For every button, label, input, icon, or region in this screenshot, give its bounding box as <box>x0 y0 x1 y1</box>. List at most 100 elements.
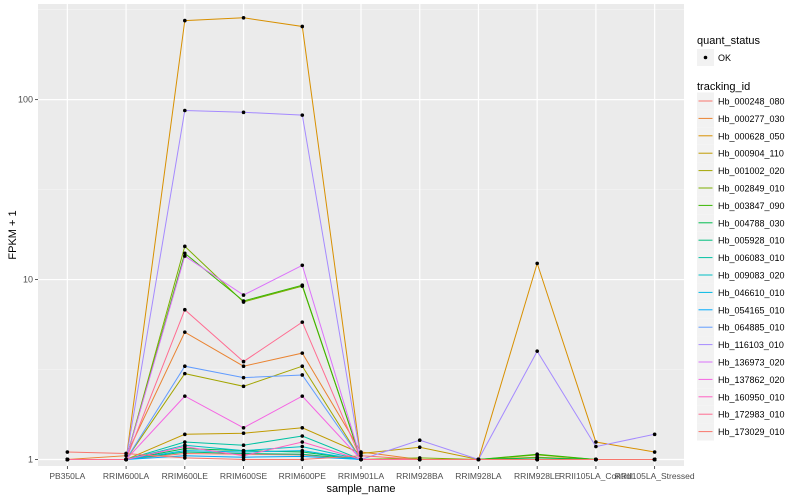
x-axis: PB350LA RRIM600LA RRIM600LE RRIM600SE RRIM60… <box>49 466 695 481</box>
data-point-Hb_064885_010 <box>300 373 305 377</box>
data-point-Hb_160950_010 <box>300 440 305 444</box>
y-tick-label: 1 <box>28 454 33 464</box>
legend-series-label: Hb_009083_020 <box>718 271 785 281</box>
major-gridlines <box>38 4 684 466</box>
y-axis-title: FPKM + 1 <box>7 210 19 259</box>
legend-series-label: Hb_000248_080 <box>718 97 785 107</box>
legend-tracking-entries: Hb_000248_080 Hb_000277_030 Hb_000628_050 H… <box>697 92 785 441</box>
data-point-Hb_173029_010 <box>124 451 128 456</box>
data-point-Hb_116103_010 <box>183 108 187 113</box>
legend-series-label: Hb_002849_010 <box>718 184 785 194</box>
x-tick-label: RRIM600SE <box>220 471 268 481</box>
data-point-Hb_000904_110 <box>241 431 246 435</box>
data-point-Hb_003847_090 <box>300 283 305 288</box>
data-point-Hb_137862_020 <box>241 426 246 430</box>
legend-series-label: Hb_173029_010 <box>718 427 785 437</box>
y-tick-label: 10 <box>23 275 33 285</box>
data-point-Hb_173029_010 <box>652 457 657 462</box>
data-point-Hb_006083_010 <box>300 434 305 438</box>
data-point-Hb_173029_010 <box>241 457 246 462</box>
y-tick-label: 100 <box>18 95 33 105</box>
x-tick-label: PB350LA <box>49 471 85 481</box>
x-tick-label: RRIM600LE <box>162 471 209 481</box>
legend-quant-status-title: quant_status <box>697 35 760 47</box>
data-point-Hb_160950_010 <box>241 453 246 458</box>
data-point-Hb_001002_020 <box>300 364 305 368</box>
legend-series-label: Hb_000628_050 <box>718 131 785 141</box>
data-point-Hb_173029_010 <box>535 457 539 462</box>
data-point-Hb_173029_010 <box>183 456 187 460</box>
x-tick-label: RRIM928LA <box>455 471 502 481</box>
data-point-Hb_001002_020 <box>241 384 246 389</box>
data-point-Hb_046610_010 <box>241 450 246 454</box>
x-tick-label: RRIM600LA <box>103 471 150 481</box>
data-point-Hb_064885_010 <box>183 364 187 368</box>
data-point-Hb_172983_010 <box>65 457 70 462</box>
data-point-Hb_137862_020 <box>183 394 187 398</box>
data-point-Hb_000628_050 <box>183 18 187 23</box>
data-point-Hb_000628_050 <box>652 450 657 454</box>
series-points <box>65 15 657 462</box>
data-point-Hb_116103_010 <box>594 444 598 449</box>
legend-series-label: Hb_001002_020 <box>718 166 785 176</box>
data-point-Hb_116103_010 <box>652 432 657 437</box>
data-point-Hb_136973_020 <box>300 263 305 268</box>
data-point-Hb_160950_010 <box>183 444 187 449</box>
data-point-Hb_173029_010 <box>359 453 363 458</box>
data-point-Hb_003847_090 <box>241 299 246 303</box>
data-point-Hb_003847_090 <box>535 452 539 456</box>
data-point-Hb_000277_030 <box>241 364 246 368</box>
x-tick-label: RRIM928LE <box>514 471 561 481</box>
data-point-Hb_054165_010 <box>300 454 305 459</box>
data-point-Hb_172983_010 <box>359 457 363 462</box>
legend-series-label: Hb_005928_010 <box>718 236 785 246</box>
data-point-Hb_046610_010 <box>300 448 305 453</box>
data-point-Hb_173029_010 <box>65 450 70 454</box>
data-point-Hb_046610_010 <box>183 448 187 453</box>
data-point-Hb_064885_010 <box>241 375 246 380</box>
data-point-Hb_137862_020 <box>300 394 305 398</box>
data-point-Hb_172983_010 <box>241 359 246 364</box>
data-point-Hb_000904_110 <box>417 445 422 450</box>
legend-tracking-title: tracking_id <box>697 81 750 93</box>
y-axis: 1 10 100 <box>18 95 38 464</box>
legend-series-label: Hb_116103_010 <box>718 340 784 350</box>
data-point-Hb_001002_020 <box>183 371 187 376</box>
legend-series-label: Hb_000277_030 <box>718 114 785 124</box>
legend-series-label: Hb_006083_010 <box>718 253 785 263</box>
data-point-Hb_000628_050 <box>300 24 305 29</box>
legend-series-label: Hb_054165_010 <box>718 305 785 315</box>
x-tick-label: RRIM600PE <box>279 471 327 481</box>
legend: quant_status OK tracking_id Hb_000248_08… <box>697 35 785 441</box>
data-point-Hb_116103_010 <box>241 110 246 115</box>
data-point-Hb_000628_050 <box>594 440 598 444</box>
data-point-Hb_116103_010 <box>535 349 539 353</box>
x-axis-title: sample_name <box>326 483 395 495</box>
legend-point-key <box>703 55 708 60</box>
legend-series-label: Hb_136973_020 <box>718 358 785 368</box>
x-tick-label: RRIM928BA <box>396 471 444 481</box>
legend-series-label: Hb_000904_110 <box>718 149 784 159</box>
data-point-Hb_173029_010 <box>594 457 598 462</box>
data-point-Hb_002849_010 <box>183 244 187 249</box>
legend-series-label: Hb_064885_010 <box>718 323 785 333</box>
data-point-Hb_136973_020 <box>241 293 246 297</box>
data-point-Hb_173029_010 <box>476 457 481 462</box>
data-point-Hb_136973_020 <box>183 254 187 258</box>
data-point-Hb_000628_050 <box>241 15 246 20</box>
data-point-Hb_000628_050 <box>535 261 539 266</box>
x-tick-label: RRII105LA_Control <box>559 471 633 481</box>
legend-series-label: Hb_172983_010 <box>718 410 785 420</box>
legend-series-label: Hb_160950_010 <box>718 392 785 402</box>
data-point-Hb_173029_010 <box>300 457 305 462</box>
x-tick-label: RRIM901LA <box>338 471 385 481</box>
legend-series-label: Hb_046610_010 <box>718 288 785 298</box>
data-point-Hb_173029_010 <box>417 457 422 462</box>
data-point-Hb_116103_010 <box>417 438 422 442</box>
data-point-Hb_009083_020 <box>300 444 305 449</box>
data-point-Hb_006083_010 <box>183 440 187 444</box>
legend-series-label: Hb_137862_020 <box>718 375 785 385</box>
legend-quant-label: OK <box>718 53 731 63</box>
data-point-Hb_172983_010 <box>300 320 305 324</box>
